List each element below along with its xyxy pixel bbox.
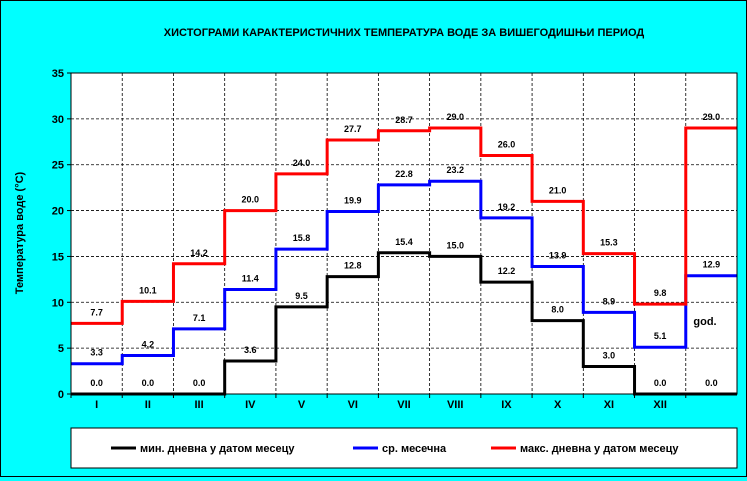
data-label: 7.7 [90, 307, 103, 317]
series-lines [71, 126, 737, 396]
data-label: 15.8 [293, 233, 311, 243]
data-label: 13.9 [549, 251, 567, 261]
x-tick-label: XI [604, 399, 614, 411]
data-label: 15.0 [446, 240, 464, 250]
x-tick-label: III [194, 399, 203, 411]
legend-label: ср. месечна [382, 443, 447, 455]
data-label: 7.1 [193, 313, 206, 323]
x-tick-label: I [95, 399, 98, 411]
data-label: 3.0 [603, 350, 616, 360]
data-label: 29.0 [703, 112, 721, 122]
y-tick-label: 25 [52, 160, 64, 172]
x-tick-label: V [298, 399, 306, 411]
data-label: 3.6 [244, 345, 257, 355]
plot-border [70, 72, 738, 395]
data-labels: 0.0 0.0 0.0 3.6 9.5 12.8 15.4 15.0 12.2 8.0 3.0 0.0… [90, 112, 720, 388]
x-tick-label: II [145, 399, 151, 411]
x-tick-label: VIII [447, 399, 464, 411]
x-tick-label: IV [245, 399, 256, 411]
data-label: 4.2 [142, 339, 155, 349]
data-label: 0.0 [142, 378, 155, 388]
y-tick-label: 0 [58, 389, 64, 401]
data-label: 27.7 [344, 124, 362, 134]
data-label: 0.0 [654, 378, 667, 388]
y-tick-label: 10 [52, 297, 64, 309]
series-line-0 [71, 251, 737, 396]
data-label: 19.9 [344, 195, 362, 205]
y-tick-label: 35 [52, 68, 64, 80]
data-label: 15.3 [600, 238, 618, 248]
data-label: 12.9 [703, 260, 721, 270]
data-label: 0.0 [90, 378, 103, 388]
annual-note: god. [693, 316, 716, 328]
y-axis-label: Температура воде (°C) [14, 171, 26, 294]
series-line-1 [71, 179, 737, 366]
data-label: 9.8 [654, 288, 667, 298]
data-label: 19.2 [498, 202, 516, 212]
y-tick-label: 15 [52, 251, 64, 263]
x-tick-label: VII [397, 399, 410, 411]
data-label: 9.5 [295, 291, 308, 301]
data-label: 20.0 [242, 195, 260, 205]
y-axis-ticks: 0 5 10 15 20 25 30 35 [52, 68, 71, 401]
y-tick-label: 5 [58, 343, 64, 355]
series-line-2 [71, 126, 737, 325]
data-label: 5.1 [654, 331, 667, 341]
chart-title: ХИСТОГРАМИ КАРАКТЕРИСТИЧНИХ ТЕМПЕРАТУРА … [164, 27, 645, 39]
data-label: 22.8 [395, 169, 413, 179]
data-label: 0.0 [193, 378, 206, 388]
data-label: 8.9 [603, 296, 616, 306]
legend: мин. дневна у датом месецу ср. месечна мак… [111, 443, 679, 455]
data-label: 24.0 [293, 158, 311, 168]
data-label: 21.0 [549, 185, 567, 195]
legend-label: мин. дневна у датом месецу [140, 443, 295, 455]
x-tick-label: VI [348, 399, 358, 411]
x-tick-label: IX [501, 399, 512, 411]
data-label: 10.1 [139, 285, 157, 295]
data-label: 26.0 [498, 140, 516, 150]
data-label: 11.4 [242, 273, 259, 283]
data-label: 8.0 [551, 305, 564, 315]
data-label: 12.8 [344, 261, 362, 271]
x-tick-label: XII [653, 399, 666, 411]
data-label: 29.0 [446, 112, 464, 122]
legend-box [70, 427, 738, 469]
data-label: 14.2 [190, 248, 208, 258]
x-axis-ticks: I II III IV V VI VII VIII IX X XI XII [70, 394, 687, 411]
plot-area [71, 73, 737, 394]
y-tick-label: 30 [52, 114, 64, 126]
data-label: 28.7 [395, 115, 413, 125]
y-tick-label: 20 [52, 206, 64, 218]
data-label: 3.3 [90, 348, 103, 358]
data-label: 23.2 [446, 165, 464, 175]
legend-label: макс. дневна у датом месецу [520, 443, 679, 455]
data-label: 0.0 [705, 378, 718, 388]
x-tick-label: X [554, 399, 562, 411]
data-label: 12.2 [498, 266, 516, 276]
data-label: 15.4 [395, 237, 413, 247]
